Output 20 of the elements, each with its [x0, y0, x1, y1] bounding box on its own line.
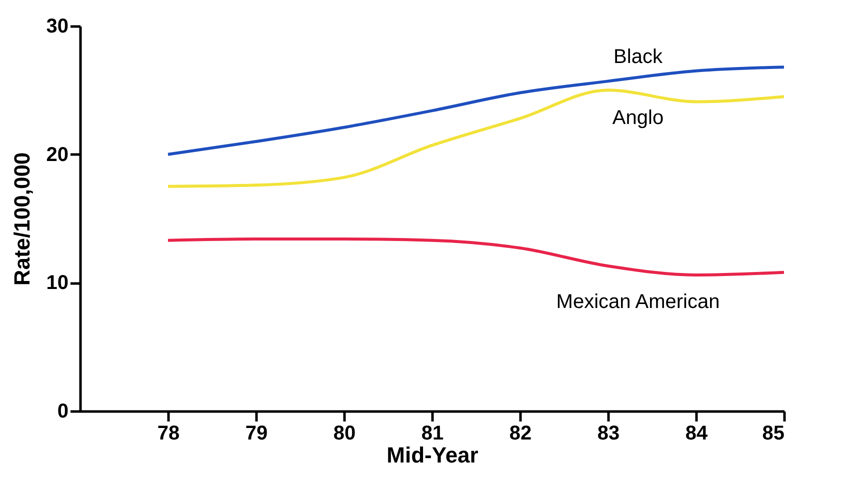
- x-tick-label: 84: [685, 422, 708, 444]
- x-tick-label: 83: [597, 422, 620, 444]
- series-label: Mexican American: [556, 290, 720, 313]
- y-axis-title: Rate/100,000: [9, 152, 34, 286]
- line-series: [166, 66, 784, 156]
- y-tick-label: 0: [57, 400, 68, 422]
- series-label: Anglo: [612, 107, 664, 130]
- x-axis-title: Mid-Year: [386, 442, 479, 468]
- y-tick-label: 20: [46, 144, 68, 166]
- y-tick-label: 10: [46, 272, 68, 294]
- line-series: [166, 88, 784, 188]
- x-tick-label: 80: [333, 422, 356, 444]
- x-tick-label: 85: [762, 422, 784, 444]
- y-tick-label: 30: [46, 16, 68, 38]
- line-series: [166, 238, 784, 276]
- x-tick-label: 79: [245, 422, 268, 444]
- x-tick-label: 78: [157, 422, 180, 444]
- x-tick-label: 82: [509, 422, 532, 444]
- x-tick-label: 81: [421, 422, 444, 444]
- series-label: Black: [614, 46, 664, 68]
